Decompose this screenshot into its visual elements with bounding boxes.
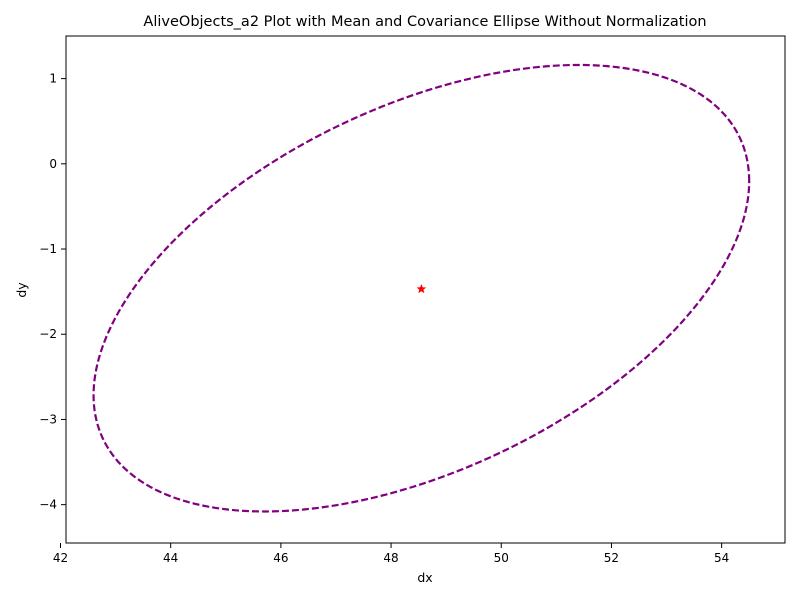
y-tick-label: −4: [39, 498, 57, 512]
y-tick-label: −2: [39, 327, 57, 341]
y-tick-label: 0: [49, 157, 57, 171]
chart-title: AliveObjects_a2 Plot with Mean and Covar…: [143, 14, 706, 30]
x-axis: 42 44 46 48 50 52 54: [53, 543, 729, 565]
x-axis-label: dx: [417, 570, 432, 585]
x-tick-label: 52: [604, 551, 619, 565]
mean-layer: [416, 283, 427, 294]
y-axis: 1 0 −1 −2 −3 −4: [39, 72, 66, 512]
ellipse-layer: [92, 63, 751, 513]
mean-point-star: [416, 283, 427, 294]
y-tick-label: 1: [49, 72, 57, 86]
y-tick-label: −1: [39, 242, 57, 256]
x-tick-label: 48: [383, 551, 398, 565]
x-tick-label: 54: [714, 551, 729, 565]
x-tick-label: 46: [273, 551, 288, 565]
y-axis-label: dy: [14, 282, 29, 298]
x-tick-label: 44: [163, 551, 178, 565]
y-tick-label: −3: [39, 412, 57, 426]
covariance-ellipse: [92, 63, 751, 513]
x-tick-label: 42: [53, 551, 68, 565]
plot-area: [66, 36, 785, 543]
plot-frame: [65, 35, 786, 544]
x-tick-label: 50: [494, 551, 509, 565]
